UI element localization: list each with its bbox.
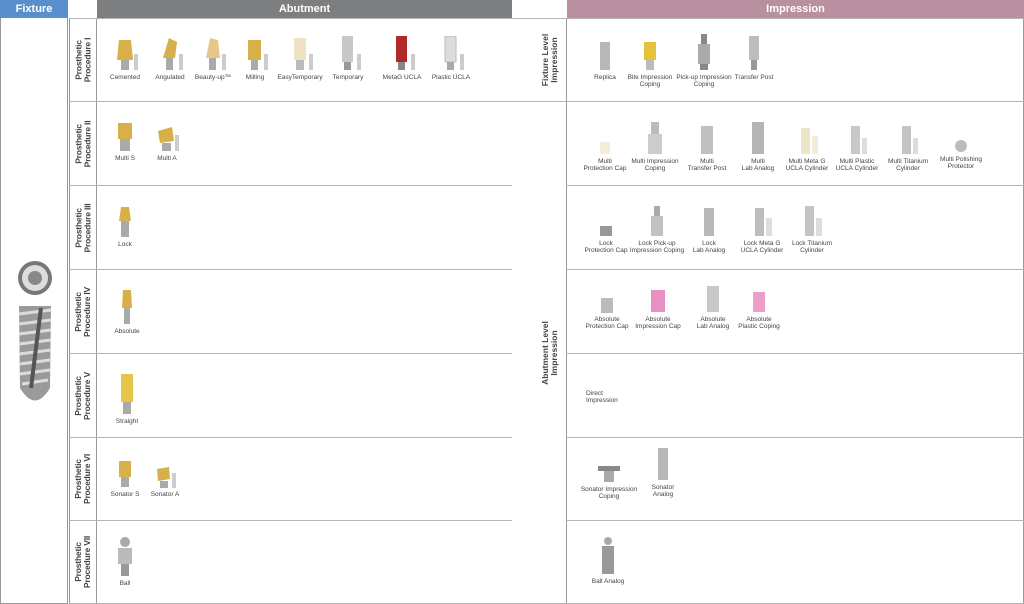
easytemporary-abutment-icon [294,38,313,70]
impression-lock-protection-cap[interactable]: Lock Protection Cap [575,224,637,254]
ball-analog-icon [602,537,614,574]
procedure-label-3: Prosthetic Procedure III [73,203,93,252]
sonator-s-abutment-icon [119,461,131,487]
impression-absolute-lab-analog[interactable]: Absolute Lab Analog [682,286,744,330]
multi-transfer-post-icon [701,126,713,154]
multi-polishing-protector-icon [955,140,967,152]
impression-absolute-protection-cap[interactable]: Absolute Protection Cap [576,298,638,330]
abutment-metag-ucla[interactable]: MetaG UCLA [371,36,433,81]
lock-titanium-cylinder-icon [805,206,822,236]
procedure-label-5: Prosthetic Procedure V [73,371,92,420]
impression-absolute-impression-cap[interactable]: Absolute Impression Cap [627,290,689,330]
multi-s-abutment-icon [118,123,132,151]
transfer-post-icon [749,36,759,70]
ball-abutment-icon [118,537,132,576]
lock-lab-analog-icon [704,208,714,236]
abutment-absolute[interactable]: Absolute [96,288,158,335]
multi-plastic-ucla-cylinder-icon [851,126,867,154]
abutment-multi-s[interactable]: Multi S [94,121,156,162]
abutment-cemented[interactable]: Cemented [94,36,156,81]
abutment-temporary[interactable]: Temporary [317,36,379,81]
impression-replica[interactable]: Replica [574,40,636,81]
sonator-impression-coping-icon [598,466,620,482]
impression-sonator-analog[interactable]: Sonator Analog [632,448,694,498]
procedure-label-7: Prosthetic Procedure VII [73,535,93,589]
abutment-header: Abutment [97,0,512,18]
multi-impression-coping-icon [648,122,662,154]
implant-fixture-image [18,261,52,401]
bite-impression-coping-icon [644,42,656,70]
procedure-label-4: Prosthetic Procedure IV [73,286,93,337]
absolute-plastic-coping-icon [753,292,765,312]
impression-lock-lab-analog[interactable]: Lock Lab Analog [678,208,740,254]
impression-lock-titanium-cylinder[interactable]: Lock Titanium Cylinder [781,206,843,254]
multi-metag-ucla-cylinder-icon [801,128,818,154]
absolute-lab-analog-icon [707,286,719,312]
impression-lock-metag-cylinder[interactable]: Lock Meta G UCLA Cylinder [731,208,793,254]
abutment-milling[interactable]: Milling [224,36,286,81]
abutment-multi-a[interactable]: Multi A [136,125,198,162]
impression-multi-titanium-cylinder[interactable]: Multi Titanium Cylinder [877,126,939,172]
lock-protection-cap-icon [600,226,612,236]
abutment-beauty-up[interactable]: Beauty-up™ [182,36,244,81]
impression-lock-pickup-coping[interactable]: Lock Pick-up Impression Coping [626,206,688,254]
impression-multi-polishing-protector[interactable]: Multi Polishing Protector [930,138,992,170]
lock-metag-ucla-cylinder-icon [755,208,772,236]
impression-bite-coping[interactable]: Bite Impression Coping [619,40,681,88]
impression-multi-protection-cap[interactable]: Multi Protection Cap [574,140,636,172]
milling-abutment-icon [248,40,268,70]
abutment-easytemporary[interactable]: EasyTemporary [269,36,331,81]
cemented-abutment-icon [117,40,138,70]
replica-icon [600,42,610,70]
procedure-label-2: Prosthetic Procedure II [73,120,93,167]
impression-multi-coping[interactable]: Multi Impression Coping [624,122,686,172]
temporary-abutment-icon [342,36,361,70]
impression-sonator-coping[interactable]: Sonator Impression Coping [578,460,640,500]
abutment-sonator-s[interactable]: Sonator S [94,459,156,498]
multi-protection-cap-icon [600,142,610,154]
absolute-impression-cap-icon [651,290,665,312]
absolute-abutment-icon [122,290,132,324]
multi-titanium-cylinder-icon [902,126,918,154]
beauty-up-abutment-icon [206,38,226,70]
multi-a-abutment-icon [158,127,179,151]
impression-multi-transfer-post[interactable]: Multi Transfer Post [676,126,738,172]
direct-impression-label: Direct Impression [586,390,618,404]
abutment-plastic-ucla[interactable]: Plastic UCLA [420,36,482,81]
abutment-ball[interactable]: Ball [94,536,156,587]
abutment-level-impression-label: Abutment Level Impression [540,320,560,385]
metag-ucla-abutment-icon [396,36,415,70]
sonator-a-abutment-icon [157,467,176,488]
impression-ball-analog[interactable]: Ball Analog [577,536,639,585]
angulated-abutment-icon [163,38,183,70]
pickup-impression-coping-icon [698,34,710,70]
fixture-level-impression-label: Fixture Level Impression [540,33,559,87]
procedure-label-1: Prosthetic Procedure I [73,37,93,83]
abutment-sonator-a[interactable]: Sonator A [134,465,196,498]
lock-pickup-coping-icon [651,206,663,236]
sonator-analog-icon [658,448,668,480]
lock-abutment-icon [119,207,131,237]
impression-transfer-post[interactable]: Transfer Post [723,36,785,81]
straight-abutment-icon [121,374,133,414]
impression-absolute-plastic-coping[interactable]: Absolute Plastic Coping [728,292,790,330]
impression-multi-lab-analog[interactable]: Multi Lab Analog [727,122,789,172]
abutment-lock[interactable]: Lock [94,205,156,248]
abutment-angulated[interactable]: Angulated [139,36,201,81]
abutment-straight[interactable]: Straight [96,372,158,425]
absolute-protection-cap-icon [601,298,613,313]
impression-pickup-coping[interactable]: Pick-up Impression Coping [673,34,735,88]
impression-header: Impression [567,0,1024,18]
fixture-header: Fixture [0,0,68,18]
impression-multi-metag-cylinder[interactable]: Multi Meta G UCLA Cylinder [776,126,838,172]
procedure-label-6: Prosthetic Procedure VI [73,453,93,505]
multi-lab-analog-icon [752,122,764,154]
plastic-ucla-abutment-icon [444,36,464,70]
fixture-column [0,18,68,604]
impression-multi-plastic-cylinder[interactable]: Multi Plastic UCLA Cylinder [826,126,888,172]
